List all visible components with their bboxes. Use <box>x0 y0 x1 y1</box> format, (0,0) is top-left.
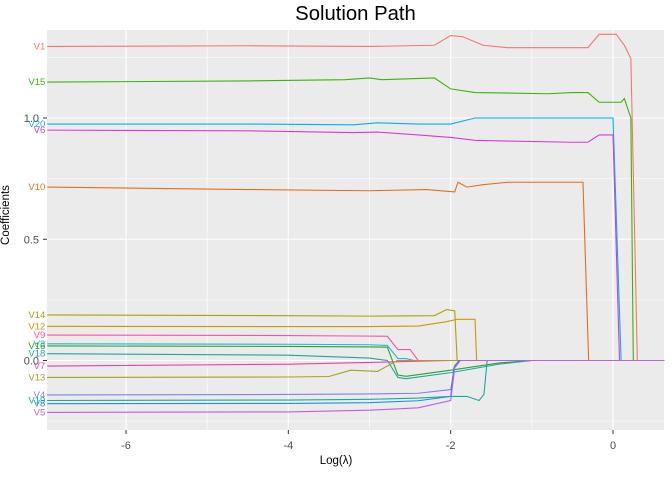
svg-text:0.0: 0.0 <box>24 356 39 368</box>
svg-text:V10: V10 <box>28 182 45 193</box>
svg-text:V14: V14 <box>28 310 45 321</box>
svg-text:-6: -6 <box>121 440 131 452</box>
svg-text:0: 0 <box>610 440 616 452</box>
svg-text:V15: V15 <box>28 77 45 88</box>
svg-text:V6: V6 <box>34 125 46 136</box>
svg-text:-4: -4 <box>283 440 293 452</box>
svg-text:V13: V13 <box>28 372 45 383</box>
svg-text:1.0: 1.0 <box>24 113 39 125</box>
svg-text:V5: V5 <box>34 407 46 418</box>
svg-text:0.5: 0.5 <box>24 234 39 246</box>
svg-text:V1: V1 <box>34 41 46 52</box>
svg-text:-2: -2 <box>446 440 456 452</box>
